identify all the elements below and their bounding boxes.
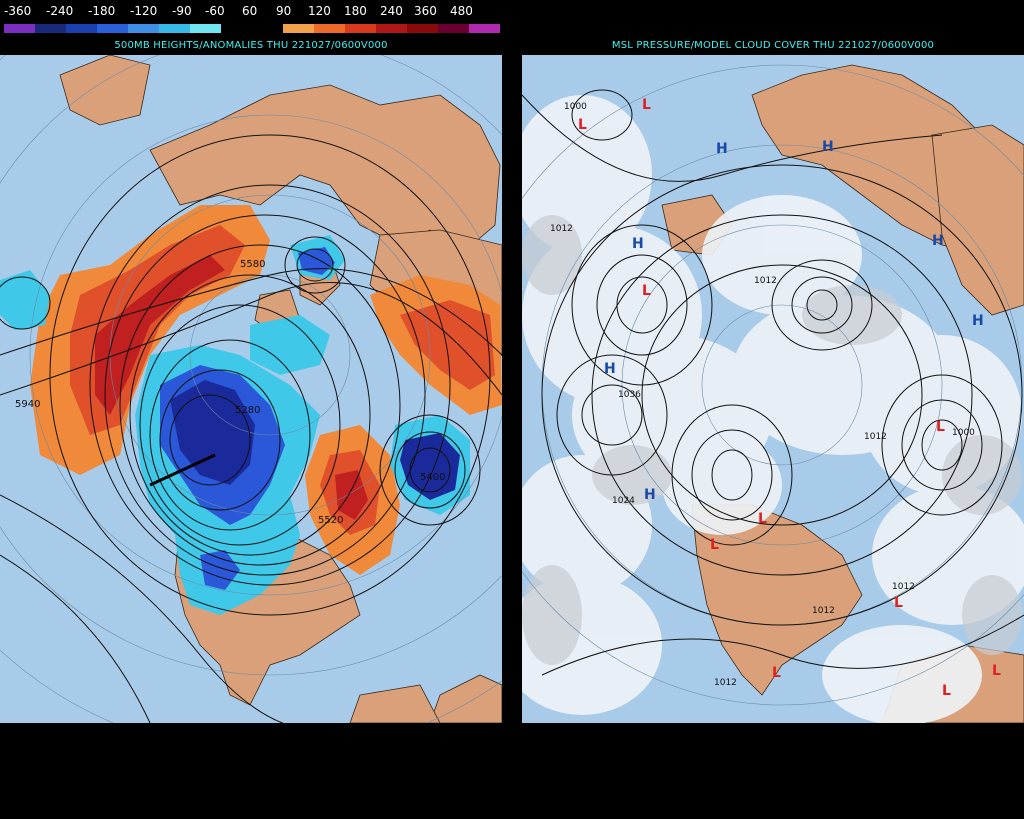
pressure-label: 1036 bbox=[618, 390, 641, 400]
legend-swatch bbox=[376, 24, 407, 33]
contour-label: 5520 bbox=[318, 515, 343, 526]
heights-anomalies-panel: 500MB HEIGHTS/ANOMALIES THU 221027/0600V… bbox=[0, 37, 502, 723]
height-contours bbox=[0, 134, 502, 723]
high-pressure-symbol: H bbox=[604, 361, 616, 377]
pressure-label: 1012 bbox=[714, 678, 737, 688]
contour-label: 5580 bbox=[240, 259, 265, 270]
legend-swatch bbox=[407, 24, 438, 33]
low-pressure-symbol: L bbox=[758, 511, 767, 527]
legend-swatch bbox=[190, 24, 221, 33]
legend-label: 360 bbox=[414, 4, 437, 18]
legend-swatch bbox=[469, 24, 500, 33]
legend-swatch bbox=[283, 24, 314, 33]
legend-swatch bbox=[252, 24, 283, 33]
legend-swatch bbox=[66, 24, 97, 33]
isobars bbox=[522, 89, 1024, 676]
low-pressure-symbol: L bbox=[642, 97, 651, 113]
pressure-label: 1012 bbox=[892, 582, 915, 592]
legend-label: -360 bbox=[4, 4, 32, 18]
anomaly-shading bbox=[0, 205, 502, 615]
legend-label: 180 bbox=[344, 4, 367, 18]
legend-swatch bbox=[314, 24, 345, 33]
anomaly-color-legend: -360 -240 -180 -120 -90 -60 60 90 120 18… bbox=[0, 0, 502, 40]
high-pressure-symbol: H bbox=[822, 139, 834, 155]
legend-swatch bbox=[128, 24, 159, 33]
legend-label: -90 bbox=[172, 4, 192, 18]
heights-anomalies-map: 5580 5940 5400 5520 5280 bbox=[0, 55, 502, 723]
low-pressure-symbol: L bbox=[936, 419, 945, 435]
contour-label: 5400 bbox=[420, 472, 445, 483]
trough-axis bbox=[149, 453, 216, 487]
low-pressure-symbol: L bbox=[578, 117, 587, 133]
pressure-label: 1012 bbox=[864, 432, 887, 442]
legend-label: -60 bbox=[205, 4, 225, 18]
low-pressure-symbol: L bbox=[710, 537, 719, 553]
low-pressure-symbol: L bbox=[992, 663, 1001, 679]
low-pressure-symbol: L bbox=[894, 595, 903, 611]
pressure-labels: 1000 1012 1036 1024 1012 1012 1012 1012 … bbox=[550, 102, 975, 688]
high-symbols: H H H H H H H bbox=[604, 139, 984, 503]
legend-swatch bbox=[97, 24, 128, 33]
legend-swatch bbox=[221, 24, 252, 33]
low-symbols: L L L L L L L L L L bbox=[578, 97, 1001, 699]
high-pressure-symbol: H bbox=[644, 487, 656, 503]
legend-label: 120 bbox=[308, 4, 331, 18]
legend-swatch bbox=[159, 24, 190, 33]
legend-label: -180 bbox=[88, 4, 116, 18]
contour-labels: 5580 5940 5400 5520 5280 bbox=[15, 259, 445, 526]
panel-divider bbox=[502, 0, 522, 819]
high-pressure-symbol: H bbox=[632, 236, 644, 252]
legend-label: 480 bbox=[450, 4, 473, 18]
legend-color-bar bbox=[4, 24, 500, 33]
bottom-band bbox=[0, 723, 1024, 819]
contour-label: 5940 bbox=[15, 399, 40, 410]
low-pressure-symbol: L bbox=[772, 665, 781, 681]
high-pressure-symbol: H bbox=[932, 233, 944, 249]
low-pressure-symbol: L bbox=[942, 683, 951, 699]
legend-swatch bbox=[4, 24, 35, 33]
contour-label: 5280 bbox=[235, 405, 260, 416]
pressure-label: 1000 bbox=[952, 428, 975, 438]
pressure-label: 1012 bbox=[812, 606, 835, 616]
latitude-circles bbox=[0, 55, 502, 723]
pressure-label: 1012 bbox=[550, 224, 573, 234]
legend-label: 90 bbox=[276, 4, 292, 18]
legend-label: -120 bbox=[130, 4, 158, 18]
panel-title: MSL PRESSURE/MODEL CLOUD COVER THU 22102… bbox=[611, 40, 935, 51]
land-masses bbox=[661, 64, 1024, 723]
legend-labels: -360 -240 -180 -120 -90 -60 60 90 120 18… bbox=[0, 4, 502, 20]
msl-pressure-panel: MSL PRESSURE/MODEL CLOUD COVER THU 22102… bbox=[522, 37, 1024, 723]
pressure-label: 1012 bbox=[754, 276, 777, 286]
legend-swatch bbox=[438, 24, 469, 33]
low-pressure-symbol: L bbox=[642, 283, 651, 299]
legend-swatch bbox=[345, 24, 376, 33]
legend-label: 240 bbox=[380, 4, 403, 18]
pressure-label: 1000 bbox=[564, 102, 587, 112]
legend-swatch bbox=[35, 24, 66, 33]
msl-pressure-map: 1000 1012 1036 1024 1012 1012 1012 1012 … bbox=[522, 55, 1024, 723]
high-pressure-symbol: H bbox=[972, 313, 984, 329]
high-pressure-symbol: H bbox=[716, 141, 728, 157]
legend-label: -240 bbox=[46, 4, 74, 18]
legend-label: 60 bbox=[242, 4, 258, 18]
pressure-label: 1024 bbox=[612, 496, 635, 506]
panel-title: 500MB HEIGHTS/ANOMALIES THU 221027/0600V… bbox=[114, 40, 388, 51]
